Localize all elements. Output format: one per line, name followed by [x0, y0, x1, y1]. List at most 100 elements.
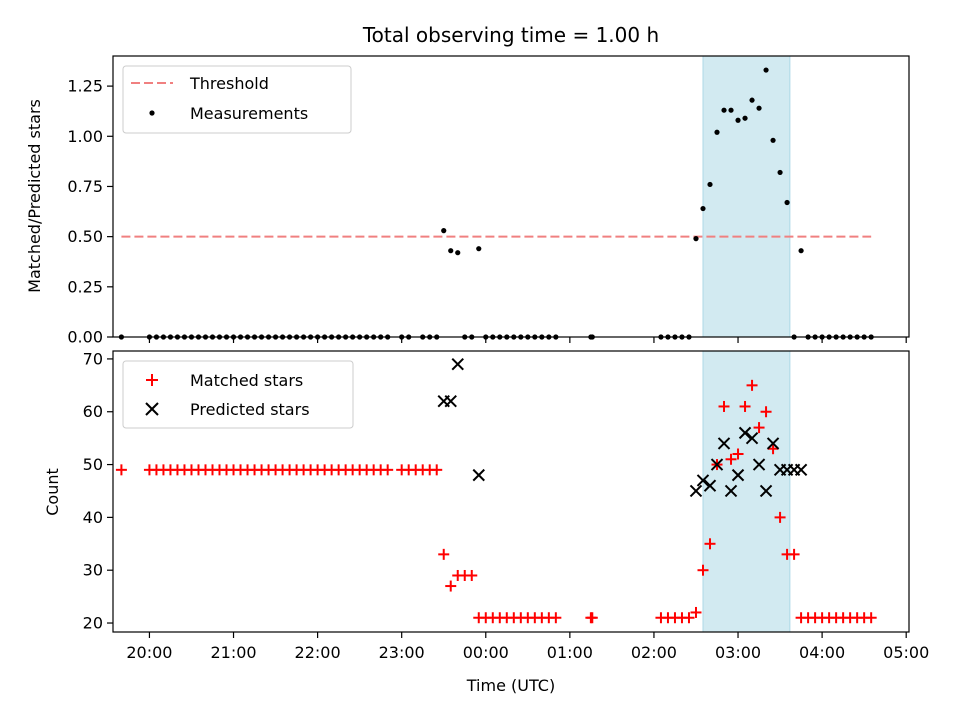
x-tick-label: 23:00	[379, 643, 425, 662]
top-y-tick-label: 0.50	[67, 227, 103, 246]
measurement-point	[693, 236, 699, 242]
measurements-legend-label: Measurements	[190, 104, 308, 123]
predicted-star-point	[696, 474, 710, 487]
top-y-tick-label: 1.00	[67, 127, 103, 146]
top-y-tick-label: 0.75	[67, 177, 103, 196]
shaded-window	[702, 351, 791, 632]
matched-star-point	[438, 548, 450, 560]
measurement-point	[770, 137, 776, 143]
matched-star-point	[445, 580, 457, 592]
predicted-legend-swatch	[145, 402, 159, 416]
measurements-legend-swatch	[149, 110, 155, 116]
matched-legend-label: Matched stars	[190, 371, 303, 390]
matched-star-point	[690, 606, 702, 618]
predicted-star-point	[738, 426, 752, 440]
matched-star-point	[718, 400, 730, 412]
measurement-point	[798, 248, 804, 254]
x-tick-label: 05:00	[883, 643, 929, 662]
measurement-point	[455, 250, 461, 256]
predicted-legend-label: Predicted stars	[190, 400, 310, 419]
x-tick-label: 04:00	[799, 643, 845, 662]
predicted-star-point	[752, 458, 766, 471]
predicted-star-point	[710, 458, 724, 471]
measurement-point	[721, 107, 727, 113]
predicted-star-point	[717, 437, 731, 450]
matched-star-point	[746, 379, 758, 391]
top-legend-frame	[122, 65, 352, 134]
measurement-point	[756, 105, 762, 111]
matched-star-point	[774, 511, 786, 523]
bottom-y-tick-label: 70	[83, 349, 103, 368]
top-y-ticks: 0.00 0.25 0.50 0.75 1.00 1.25	[67, 77, 113, 347]
matched-star-point	[753, 422, 765, 434]
top-panel: 0.00 0.25 0.50 0.75 1.00 1.25 Matched/Predict…	[25, 55, 910, 347]
bottom-legend: Matched stars Predicted stars	[122, 360, 354, 429]
x-tick-label: 00:00	[463, 643, 509, 662]
top-y-tick-label: 0.00	[67, 328, 103, 347]
bottom-y-tick-label: 20	[83, 614, 103, 633]
matched-star-point	[683, 612, 695, 624]
predicted-star-point	[703, 479, 717, 492]
threshold-legend-label: Threshold	[189, 74, 269, 93]
measurement-point	[728, 107, 734, 113]
measurement-point	[749, 97, 755, 103]
predicted-star-point	[689, 484, 703, 498]
bottom-observing-window	[702, 351, 791, 632]
matched-star-point	[697, 564, 709, 576]
matched-star-point	[586, 612, 598, 624]
top-observing-window	[702, 56, 791, 337]
measurement-point	[777, 169, 783, 176]
matched-star-point	[466, 569, 478, 581]
matched-star-point	[550, 612, 562, 624]
matched-star-point	[865, 612, 877, 624]
bottom-axes-frame	[112, 350, 910, 633]
measurement-point	[700, 205, 706, 212]
bottom-y-tick-label: 40	[83, 508, 103, 527]
shaded-window	[702, 56, 791, 337]
predicted-star-point	[444, 394, 457, 408]
bottom-x-ticks: 20:00 21:00 22:00 23:00 00:00 01:00 02:00 03:00…	[126, 632, 929, 662]
predicted-star-point	[766, 437, 780, 450]
top-y-axis-label: Matched/Predicted stars	[25, 99, 44, 293]
matched-star-point	[760, 406, 772, 418]
predicted-star-point	[794, 463, 808, 477]
bottom-y-axis-label: Count	[43, 468, 62, 516]
matched-star-point	[382, 464, 394, 476]
matched-star-point	[704, 538, 716, 550]
bottom-y-tick-label: 60	[83, 402, 103, 421]
top-y-tick-label: 0.25	[67, 277, 103, 296]
measurement-point	[742, 115, 748, 121]
bottom-y-tick-label: 50	[83, 455, 103, 474]
top-axes-frame	[112, 55, 910, 338]
measurement-point	[707, 181, 713, 188]
predicted-star-point	[759, 484, 773, 498]
chart-title: Total observing time = 1.00 h	[362, 23, 659, 47]
measurement-point	[784, 199, 790, 206]
top-x-ticks	[148, 337, 907, 343]
x-tick-label: 02:00	[631, 643, 677, 662]
measurement-point	[441, 228, 447, 234]
count-points	[115, 357, 877, 624]
measurement-point	[763, 67, 769, 73]
x-tick-label: 20:00	[126, 643, 172, 662]
predicted-star-point	[731, 468, 745, 482]
x-tick-label: 01:00	[547, 643, 593, 662]
matched-legend-swatch	[146, 374, 158, 386]
measurement-point	[448, 248, 454, 254]
matched-star-point	[767, 443, 779, 455]
top-y-tick-label: 1.25	[67, 77, 103, 96]
measurement-point	[476, 246, 482, 252]
matched-star-point	[788, 548, 800, 560]
bottom-legend-frame	[122, 360, 354, 429]
bottom-y-tick-label: 30	[83, 561, 103, 580]
x-tick-label: 03:00	[715, 643, 761, 662]
matched-star-point	[732, 448, 744, 460]
x-tick-label: 22:00	[295, 643, 341, 662]
predicted-star-point	[724, 484, 738, 498]
measurement-point	[714, 129, 720, 135]
predicted-star-point	[745, 431, 759, 445]
matched-star-point	[739, 400, 751, 412]
matched-star-point	[115, 464, 127, 476]
top-legend: Threshold Measurements	[122, 65, 352, 134]
